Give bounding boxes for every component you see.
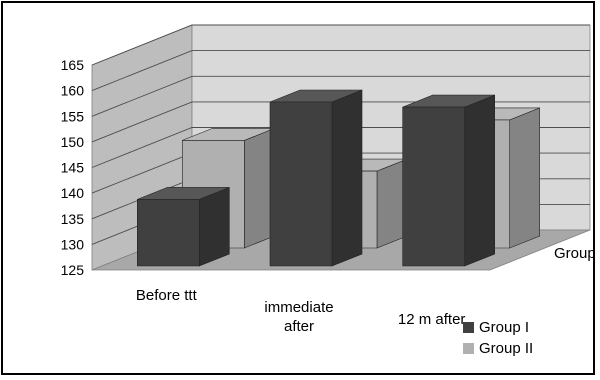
gridline	[91, 50, 590, 92]
y-tick-label: 130	[61, 236, 85, 252]
bar-group-i	[137, 186, 230, 267]
legend-label: Group I	[479, 319, 529, 336]
y-tick-label: 160	[61, 83, 85, 99]
y-tick-label: 125	[61, 262, 85, 278]
legend-swatch	[463, 343, 474, 354]
y-axis-tick-labels: 125 130 135 140 145 150 155 160 165	[61, 57, 85, 278]
gridline	[91, 75, 590, 117]
category-label: immediate after	[264, 299, 333, 335]
depth-axis-labels: Group IIGroup I	[554, 245, 600, 262]
y-tick-label: 145	[61, 160, 85, 176]
x-axis-category-labels: Before ttt immediate after 12 m after	[136, 287, 466, 335]
y-tick-label: 165	[61, 57, 85, 73]
category-label: 12 m after	[398, 311, 466, 328]
category-label: Before ttt	[136, 287, 198, 304]
legend-swatch	[463, 322, 474, 333]
bar-group-i	[269, 89, 363, 267]
legend-label: Group II	[479, 340, 533, 357]
bars	[137, 89, 541, 267]
bar-group-i	[402, 94, 496, 267]
y-tick-label: 150	[61, 134, 85, 150]
depth-axis-label: Group I	[554, 245, 600, 262]
y-tick-label: 155	[61, 108, 85, 124]
y-tick-label: 135	[61, 211, 85, 227]
y-tick-label: 140	[61, 185, 85, 201]
legend: Group I Group II	[463, 319, 533, 357]
gridline	[91, 24, 590, 66]
